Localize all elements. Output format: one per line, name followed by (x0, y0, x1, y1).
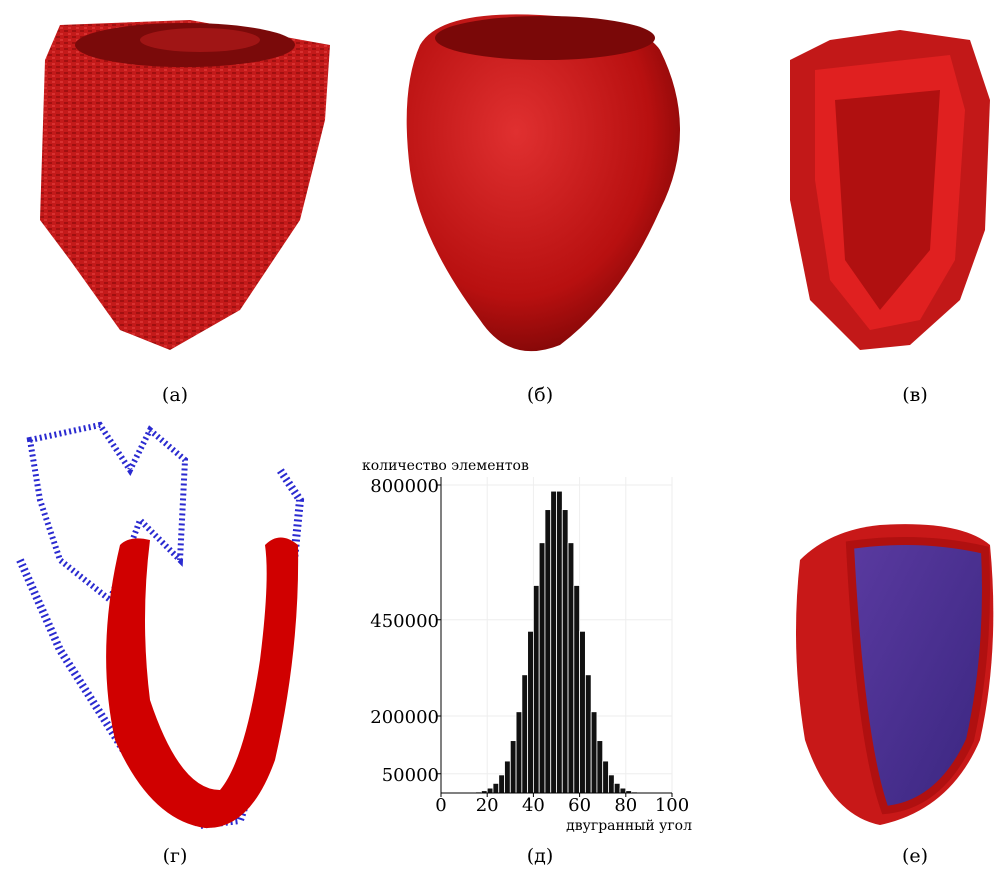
bar (591, 712, 597, 793)
bar (522, 675, 528, 793)
panel-b (407, 14, 680, 351)
caption: (г) (163, 845, 188, 867)
bar (551, 491, 557, 793)
bar (620, 788, 626, 793)
bar (580, 631, 586, 793)
bar (574, 585, 580, 793)
bar (608, 775, 614, 793)
x-tick-label: 20 (476, 795, 499, 816)
bar (516, 712, 522, 793)
x-tick-label: 100 (655, 795, 689, 816)
panel-a (40, 20, 330, 350)
caption: (а) (162, 384, 188, 406)
figure: (а) (б) (в) (г) (д) (е) количество элеме… (0, 0, 1004, 879)
bar (493, 783, 499, 793)
bar (614, 783, 620, 793)
panel-e (796, 524, 993, 825)
y-tick-label: 200000 (370, 707, 439, 728)
bar (562, 510, 568, 793)
x-tick-label: 0 (435, 795, 446, 816)
caption: (в) (902, 384, 928, 406)
bar (505, 761, 511, 793)
x-tick-label: 80 (614, 795, 637, 816)
x-tick-label: 60 (568, 795, 591, 816)
bar (528, 631, 534, 793)
bar (585, 675, 591, 793)
panel-d (20, 425, 300, 828)
bar (597, 741, 603, 793)
bar (603, 761, 609, 793)
panel-c (790, 30, 990, 350)
caption: (д) (527, 845, 554, 867)
caption: (е) (902, 845, 928, 867)
histogram: количество элементов двугранный угол 500… (362, 458, 692, 834)
y-tick-label: 450000 (370, 611, 439, 632)
bar (510, 741, 516, 793)
x-axis-title: двугранный угол (566, 818, 692, 834)
x-tick-label: 40 (522, 795, 545, 816)
bar (487, 788, 493, 793)
y-tick-label: 50000 (382, 765, 439, 786)
bar (533, 585, 539, 793)
bar (539, 543, 545, 793)
bar (557, 491, 563, 793)
bar (499, 775, 505, 793)
y-axis-title: количество элементов (362, 458, 529, 474)
bar (568, 543, 574, 793)
y-tick-label: 800000 (370, 476, 439, 497)
bar (545, 510, 551, 793)
caption: (б) (527, 384, 553, 406)
